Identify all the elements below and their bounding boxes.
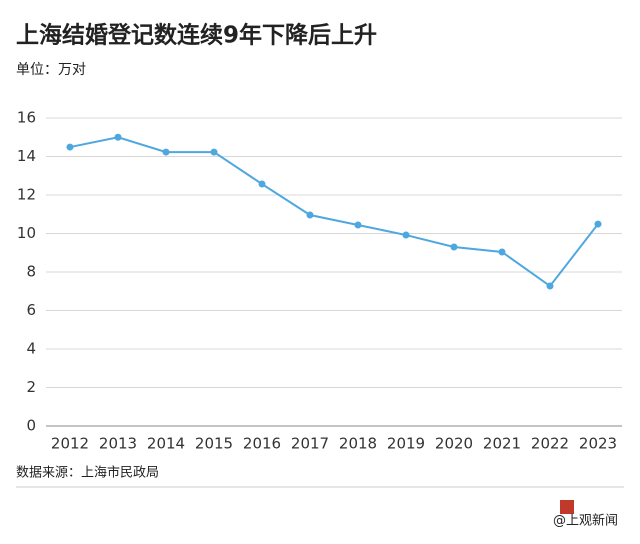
y-tick-label: 0	[26, 417, 36, 435]
data-point	[210, 148, 218, 156]
data-point	[546, 282, 554, 290]
y-tick-label: 14	[17, 147, 36, 165]
x-tick-label: 2018	[339, 435, 377, 453]
y-tick-label: 4	[26, 340, 36, 358]
x-tick-label: 2012	[51, 435, 89, 453]
data-point	[162, 148, 170, 156]
x-tick-label: 2016	[243, 435, 281, 453]
source-label: 数据来源：上海市民政局	[16, 465, 159, 481]
data-line	[69, 136, 599, 288]
y-tick-label: 8	[26, 263, 36, 281]
data-point	[258, 180, 266, 188]
data-point	[498, 248, 506, 256]
x-tick-label: 2021	[483, 435, 521, 453]
logo-icon	[560, 500, 574, 514]
x-tick-label: 2015	[195, 435, 233, 453]
data-point	[402, 231, 410, 239]
y-tick-label: 2	[26, 378, 36, 396]
data-point	[354, 221, 362, 229]
data-point	[450, 243, 458, 251]
x-tick-label: 2020	[435, 435, 473, 453]
y-tick-label: 12	[17, 186, 36, 204]
y-tick-label: 6	[26, 301, 36, 319]
x-tick-label: 2023	[579, 435, 617, 453]
x-tick-label: 2013	[99, 435, 137, 453]
x-tick-label: 2019	[387, 435, 425, 453]
data-point	[594, 220, 602, 228]
data-point	[114, 133, 122, 141]
x-tick-label: 2014	[147, 435, 185, 453]
y-tick-label: 10	[17, 224, 36, 242]
watermark: @上观新闻	[553, 513, 618, 529]
chart-title: 上海结婚登记数连续9年下降后上升	[16, 22, 377, 49]
x-tick-label: 2022	[531, 435, 569, 453]
data-point	[306, 211, 314, 219]
y-tick-label: 16	[17, 109, 36, 127]
unit-label: 单位：万对	[16, 62, 86, 78]
data-point	[66, 143, 74, 151]
x-tick-label: 2017	[291, 435, 329, 453]
